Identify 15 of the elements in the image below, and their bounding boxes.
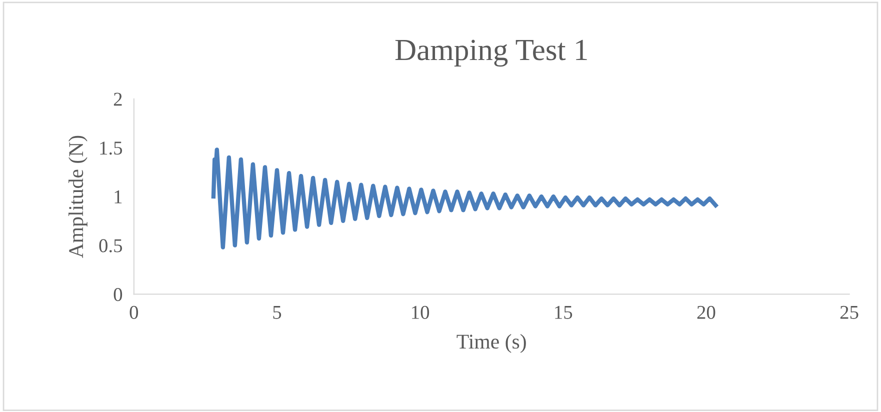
y-tick-label: 1 bbox=[114, 190, 122, 204]
x-tick-label: 25 bbox=[840, 306, 858, 319]
y-tick-label: 1.5 bbox=[100, 142, 122, 155]
x-tick-label: 20 bbox=[697, 306, 716, 319]
y-tick-label: 2 bbox=[114, 92, 122, 106]
chart-title: Damping Test 1 bbox=[395, 40, 587, 67]
x-tick-label: 5 bbox=[273, 306, 282, 319]
x-tick-label: 0 bbox=[130, 306, 138, 319]
x-tick-label: 10 bbox=[412, 306, 430, 319]
y-tick-label: 0 bbox=[114, 288, 122, 302]
line-series bbox=[211, 148, 718, 250]
x-axis-title: Time (s) bbox=[456, 334, 526, 353]
x-tick-label: 15 bbox=[555, 306, 572, 319]
y-tick-label: 0.5 bbox=[99, 239, 122, 252]
y-axis-title: Amplitude (N) bbox=[68, 136, 88, 258]
